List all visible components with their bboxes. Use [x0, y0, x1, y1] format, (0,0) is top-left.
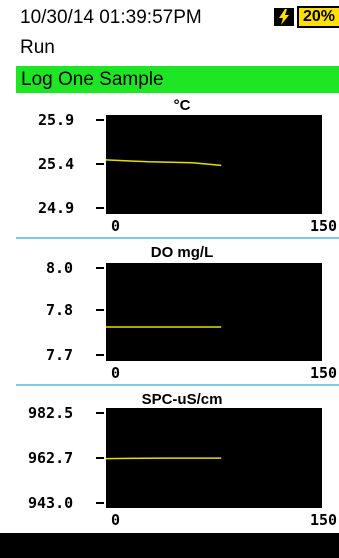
- spc-unit-label: SPC-uS/cm: [141, 391, 223, 408]
- x-tick-label: 0: [111, 217, 121, 235]
- temperature-plot: [106, 115, 322, 214]
- y-tick-label: 24.9: [38, 199, 75, 217]
- y-tick-label: 7.8: [46, 301, 74, 319]
- x-tick-label: 150: [310, 217, 338, 235]
- bottom-softkey-bar: [0, 533, 339, 558]
- x-tick-label: 150: [310, 364, 338, 382]
- y-tick-label: 25.9: [38, 111, 75, 129]
- y-tick-label: 8.0: [46, 259, 74, 277]
- chart-divider: [16, 384, 339, 386]
- y-tick-label: 943.0: [28, 494, 74, 512]
- y-tick-mark: [96, 309, 104, 311]
- series-line-0: [106, 457, 222, 460]
- y-tick-mark: [96, 119, 104, 121]
- y-tick-mark: [96, 267, 104, 269]
- do-plot: [106, 263, 322, 361]
- x-tick-label: 150: [310, 511, 338, 529]
- y-tick-label: 7.7: [46, 346, 74, 364]
- y-tick-mark: [96, 412, 104, 414]
- series-line-0: [106, 159, 222, 167]
- y-tick-mark: [96, 502, 104, 504]
- x-tick-label: 0: [111, 364, 121, 382]
- y-tick-label: 25.4: [38, 155, 75, 173]
- y-tick-mark: [96, 457, 104, 459]
- battery-indicator: 20%: [297, 6, 339, 28]
- datetime-label: 10/30/14 01:39:57PM: [20, 7, 202, 28]
- log-one-sample-banner[interactable]: Log One Sample: [16, 66, 339, 93]
- y-tick-mark: [96, 354, 104, 356]
- chart-divider: [16, 237, 339, 239]
- power-icon: [274, 8, 294, 26]
- do-unit-label: DO mg/L: [150, 244, 214, 261]
- spc-plot: [106, 408, 322, 508]
- temperature-unit-label: °C: [173, 97, 191, 114]
- y-tick-label: 962.7: [28, 449, 74, 467]
- y-tick-label: 982.5: [28, 404, 74, 422]
- x-tick-label: 0: [111, 511, 121, 529]
- y-tick-mark: [96, 207, 104, 209]
- mode-label: Run: [20, 37, 55, 58]
- y-tick-mark: [96, 163, 104, 165]
